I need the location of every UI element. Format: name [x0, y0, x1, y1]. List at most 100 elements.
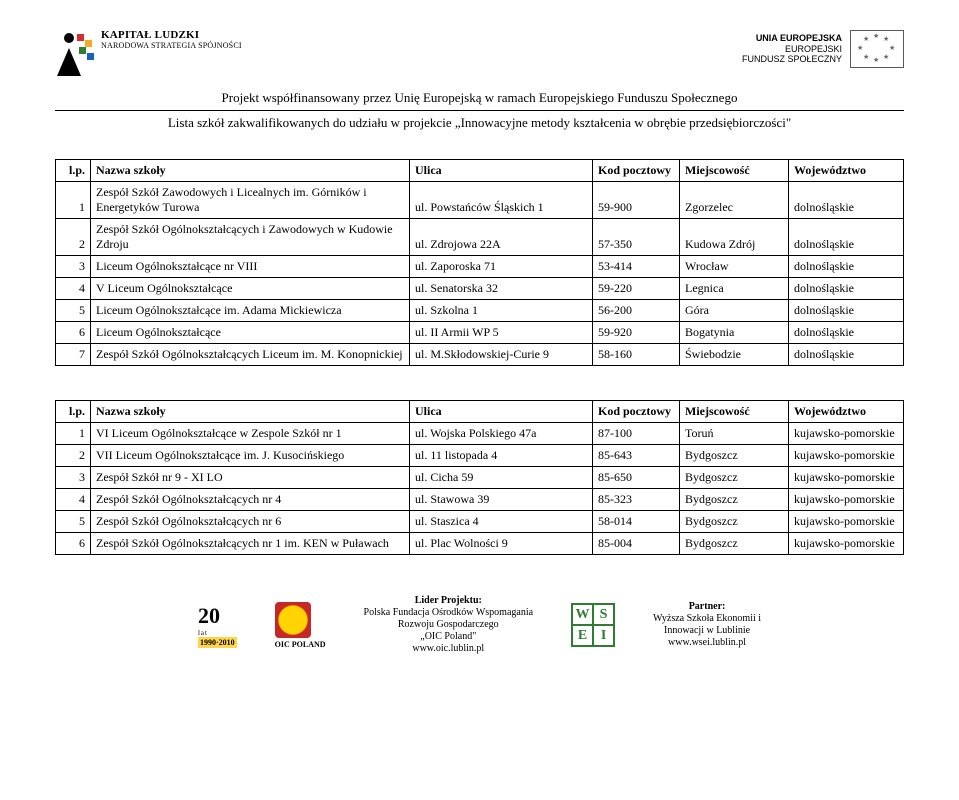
partner-l3: www.wsei.lublin.pl — [653, 637, 761, 649]
logo-kapital-ludzki: KAPITAŁ LUDZKI NARODOWA STRATEGIA SPÓJNO… — [55, 30, 242, 78]
cell-lp: 4 — [56, 489, 91, 511]
col-lp: l.p. — [56, 160, 91, 182]
cell-woj: dolnośląskie — [789, 278, 904, 300]
cell-miejsc: Wrocław — [680, 256, 789, 278]
table-header-row: l.p. Nazwa szkoły Ulica Kod pocztowy Mie… — [56, 401, 904, 423]
twenty-number: 20 — [198, 603, 220, 628]
cell-ulica: ul. Plac Wolności 9 — [410, 533, 593, 555]
kl-figure-icon — [55, 30, 95, 78]
project-line: Projekt współfinansowany przez Unię Euro… — [55, 90, 904, 106]
cell-ulica: ul. Wojska Polskiego 47a — [410, 423, 593, 445]
col-nazwa: Nazwa szkoły — [91, 401, 410, 423]
cell-lp: 3 — [56, 256, 91, 278]
header-logos: KAPITAŁ LUDZKI NARODOWA STRATEGIA SPÓJNO… — [55, 30, 904, 78]
cell-miejsc: Zgorzelec — [680, 182, 789, 219]
cell-miejsc: Toruń — [680, 423, 789, 445]
cell-lp: 2 — [56, 219, 91, 256]
cell-ulica: ul. M.Skłodowskiej-Curie 9 — [410, 344, 593, 366]
cell-ulica: ul. Cicha 59 — [410, 467, 593, 489]
cell-kod: 85-643 — [593, 445, 680, 467]
table-row: 6Zespół Szkół Ogólnokształcących nr 1 im… — [56, 533, 904, 555]
cell-miejsc: Góra — [680, 300, 789, 322]
table-row: 6Liceum Ogólnokształcąceul. II Armii WP … — [56, 322, 904, 344]
cell-ulica: ul. Senatorska 32 — [410, 278, 593, 300]
cell-nazwa: Liceum Ogólnokształcące im. Adama Mickie… — [91, 300, 410, 322]
lider-l4: www.oic.lublin.pl — [364, 643, 534, 655]
col-kod: Kod pocztowy — [593, 401, 680, 423]
subtitle: Lista szkół zakwalifikowanych do udziału… — [55, 115, 904, 131]
cell-ulica: ul. Zdrojowa 22A — [410, 219, 593, 256]
cell-nazwa: V Liceum Ogólnokształcące — [91, 278, 410, 300]
table-row: 2Zespół Szkół Ogólnokształcących i Zawod… — [56, 219, 904, 256]
cell-kod: 53-414 — [593, 256, 680, 278]
cell-nazwa: Zespół Szkół Ogólnokształcących nr 4 — [91, 489, 410, 511]
cell-nazwa: Liceum Ogólnokształcące nr VIII — [91, 256, 410, 278]
cell-miejsc: Legnica — [680, 278, 789, 300]
cell-nazwa: Zespół Szkół Zawodowych i Licealnych im.… — [91, 182, 410, 219]
cell-ulica: ul. Szkolna 1 — [410, 300, 593, 322]
cell-miejsc: Kudowa Zdrój — [680, 219, 789, 256]
table-header-row: l.p. Nazwa szkoły Ulica Kod pocztowy Mie… — [56, 160, 904, 182]
cell-ulica: ul. Powstańców Śląskich 1 — [410, 182, 593, 219]
table-row: 4Zespół Szkół Ogólnokształcących nr 4ul.… — [56, 489, 904, 511]
col-miejsc: Miejscowość — [680, 401, 789, 423]
cell-miejsc: Bydgoszcz — [680, 489, 789, 511]
cell-nazwa: Zespół Szkół Ogólnokształcących i Zawodo… — [91, 219, 410, 256]
lider-title: Lider Projektu: — [364, 595, 534, 607]
col-ulica: Ulica — [410, 160, 593, 182]
cell-kod: 58-014 — [593, 511, 680, 533]
table-row: 5Zespół Szkół Ogólnokształcących nr 6ul.… — [56, 511, 904, 533]
eu-flag-icon: ★ ★ ★ ★ ★ ★ ★ ★ — [850, 30, 904, 68]
table-row: 4V Liceum Ogólnokształcąceul. Senatorska… — [56, 278, 904, 300]
wsei-W: W — [572, 604, 593, 625]
cell-nazwa: Liceum Ogólnokształcące — [91, 322, 410, 344]
table-dolnoslaskie: l.p. Nazwa szkoły Ulica Kod pocztowy Mie… — [55, 159, 904, 366]
col-lp: l.p. — [56, 401, 91, 423]
oic-label: OIC POLAND — [275, 640, 326, 649]
cell-woj: dolnośląskie — [789, 219, 904, 256]
logo-20lat: 20 lat 1990·2010 — [198, 603, 237, 648]
eu-line1: UNIA EUROPEJSKA — [742, 33, 842, 43]
cell-woj: kujawsko-pomorskie — [789, 511, 904, 533]
cell-kod: 56-200 — [593, 300, 680, 322]
cell-ulica: ul. Zaporoska 71 — [410, 256, 593, 278]
wsei-I: I — [593, 625, 614, 646]
cell-ulica: ul. Stawowa 39 — [410, 489, 593, 511]
cell-kod: 59-900 — [593, 182, 680, 219]
oic-badge-icon — [275, 602, 311, 638]
table-row: 5Liceum Ogólnokształcące im. Adama Micki… — [56, 300, 904, 322]
table-row: 2VII Liceum Ogólnokształcące im. J. Kuso… — [56, 445, 904, 467]
partner-title: Partner: — [653, 601, 761, 613]
cell-lp: 1 — [56, 423, 91, 445]
cell-woj: dolnośląskie — [789, 344, 904, 366]
col-miejsc: Miejscowość — [680, 160, 789, 182]
cell-woj: kujawsko-pomorskie — [789, 533, 904, 555]
kl-title: KAPITAŁ LUDZKI — [101, 30, 242, 42]
footer: 20 lat 1990·2010 OIC POLAND Lider Projek… — [55, 595, 904, 655]
wsei-E: E — [572, 625, 593, 646]
table-row: 1VI Liceum Ogólnokształcące w Zespole Sz… — [56, 423, 904, 445]
cell-nazwa: Zespół Szkół nr 9 - XI LO — [91, 467, 410, 489]
cell-woj: kujawsko-pomorskie — [789, 445, 904, 467]
cell-nazwa: VI Liceum Ogólnokształcące w Zespole Szk… — [91, 423, 410, 445]
logo-wsei: W S E I — [571, 603, 615, 647]
cell-kod: 87-100 — [593, 423, 680, 445]
lider-l3: „OIC Poland" — [364, 631, 534, 643]
partner-l1: Wyższa Szkoła Ekonomii i — [653, 613, 761, 625]
kl-subtitle: NARODOWA STRATEGIA SPÓJNOŚCI — [101, 42, 242, 50]
logo-oic: OIC POLAND — [275, 602, 326, 649]
cell-woj: kujawsko-pomorskie — [789, 423, 904, 445]
cell-miejsc: Bydgoszcz — [680, 445, 789, 467]
cell-lp: 5 — [56, 511, 91, 533]
cell-kod: 58-160 — [593, 344, 680, 366]
cell-nazwa: VII Liceum Ogólnokształcące im. J. Kusoc… — [91, 445, 410, 467]
cell-lp: 4 — [56, 278, 91, 300]
twenty-years: 1990·2010 — [198, 637, 237, 648]
cell-lp: 6 — [56, 533, 91, 555]
cell-lp: 7 — [56, 344, 91, 366]
cell-kod: 85-650 — [593, 467, 680, 489]
col-ulica: Ulica — [410, 401, 593, 423]
cell-woj: dolnośląskie — [789, 182, 904, 219]
cell-kod: 85-004 — [593, 533, 680, 555]
cell-miejsc: Bydgoszcz — [680, 533, 789, 555]
